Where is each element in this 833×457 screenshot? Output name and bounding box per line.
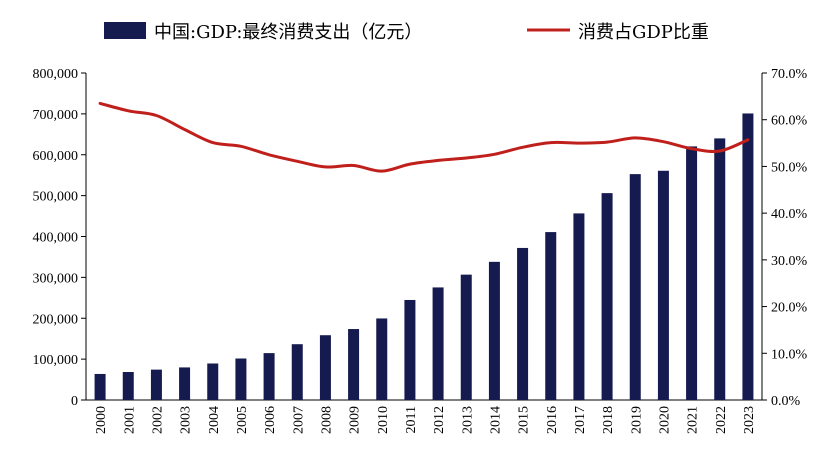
bar (207, 363, 219, 400)
right-tick-label: 50.0% (771, 160, 808, 175)
x-tick-label: 2023 (742, 406, 757, 434)
legend-line-label: 消费占GDP比重 (578, 22, 709, 43)
bar (686, 146, 698, 400)
x-tick-label: 2010 (376, 406, 391, 434)
x-tick-label: 2016 (545, 406, 560, 434)
x-axis-labels: 2000 2001 2002 2003 2004 2005 2006 2007 2008 2009… (94, 406, 757, 434)
left-axis-ticks: 0 100,000 200,000 300,000 400,000 500,000 600,… (33, 67, 86, 409)
bar (714, 138, 726, 400)
x-tick-label: 2004 (207, 406, 222, 434)
x-tick-label: 2017 (573, 406, 588, 434)
right-tick-label: 10.0% (771, 347, 808, 362)
bar (263, 353, 275, 400)
bar (376, 318, 388, 400)
bar (348, 329, 360, 400)
x-tick-label: 2018 (601, 406, 616, 434)
bar (291, 344, 303, 400)
left-tick-label: 200,000 (33, 312, 79, 327)
x-tick-label: 2022 (714, 406, 729, 434)
right-tick-label: 30.0% (771, 254, 808, 269)
bar (742, 113, 754, 400)
bar (404, 299, 416, 400)
left-tick-label: 300,000 (33, 271, 79, 286)
share-line (98, 101, 750, 173)
bar (235, 358, 247, 400)
left-tick-label: 0 (71, 394, 78, 409)
x-tick-label: 2005 (235, 406, 250, 434)
bar (573, 213, 585, 400)
legend-bar-swatch (104, 22, 146, 39)
right-tick-label: 40.0% (771, 207, 808, 222)
x-tick-label: 2001 (122, 406, 137, 434)
x-tick-label: 2002 (150, 406, 165, 434)
x-tick-label: 2007 (291, 406, 306, 434)
x-tick-label: 2019 (629, 406, 644, 434)
left-tick-label: 600,000 (33, 149, 79, 164)
bar (629, 174, 641, 400)
x-tick-label: 2011 (404, 406, 419, 433)
right-tick-label: 20.0% (771, 301, 808, 316)
bar (432, 287, 444, 400)
x-tick-label: 2012 (432, 406, 447, 434)
bar (150, 369, 162, 400)
x-tick-label: 2015 (517, 406, 532, 434)
bar (657, 170, 669, 400)
right-tick-label: 60.0% (771, 114, 808, 129)
bar (460, 274, 472, 400)
left-tick-label: 700,000 (33, 108, 79, 123)
bar (488, 261, 500, 400)
right-tick-label: 70.0% (771, 67, 808, 82)
x-tick-label: 2003 (179, 406, 194, 434)
bar (94, 373, 106, 400)
left-tick-label: 100,000 (33, 353, 79, 368)
x-tick-label: 2013 (460, 406, 475, 434)
bar (122, 372, 134, 400)
bar (179, 367, 191, 400)
x-tick-label: 2000 (94, 406, 109, 434)
bar (319, 335, 331, 400)
bar (601, 193, 613, 400)
x-tick-label: 2020 (657, 406, 672, 434)
x-tick-label: 2009 (348, 406, 363, 434)
legend-bar-label: 中国:GDP:最终消费支出（亿元） (154, 22, 422, 43)
left-tick-label: 400,000 (33, 231, 79, 246)
left-tick-label: 500,000 (33, 190, 79, 205)
x-tick-label: 2021 (686, 406, 701, 434)
right-axis-ticks: 0.0% 10.0% 20.0% 30.0% 40.0% 50.0% 60.0% 70.0% (762, 67, 808, 409)
left-tick-label: 800,000 (33, 67, 79, 82)
x-tick-label: 2006 (263, 406, 278, 434)
right-tick-label: 0.0% (771, 394, 801, 409)
legend: 中国:GDP:最终消费支出（亿元） 消费占GDP比重 (104, 22, 709, 43)
bar (545, 232, 557, 400)
x-tick-label: 2014 (488, 406, 503, 434)
bar-series (94, 113, 754, 400)
bar (517, 247, 529, 400)
x-tick-label: 2008 (319, 406, 334, 434)
